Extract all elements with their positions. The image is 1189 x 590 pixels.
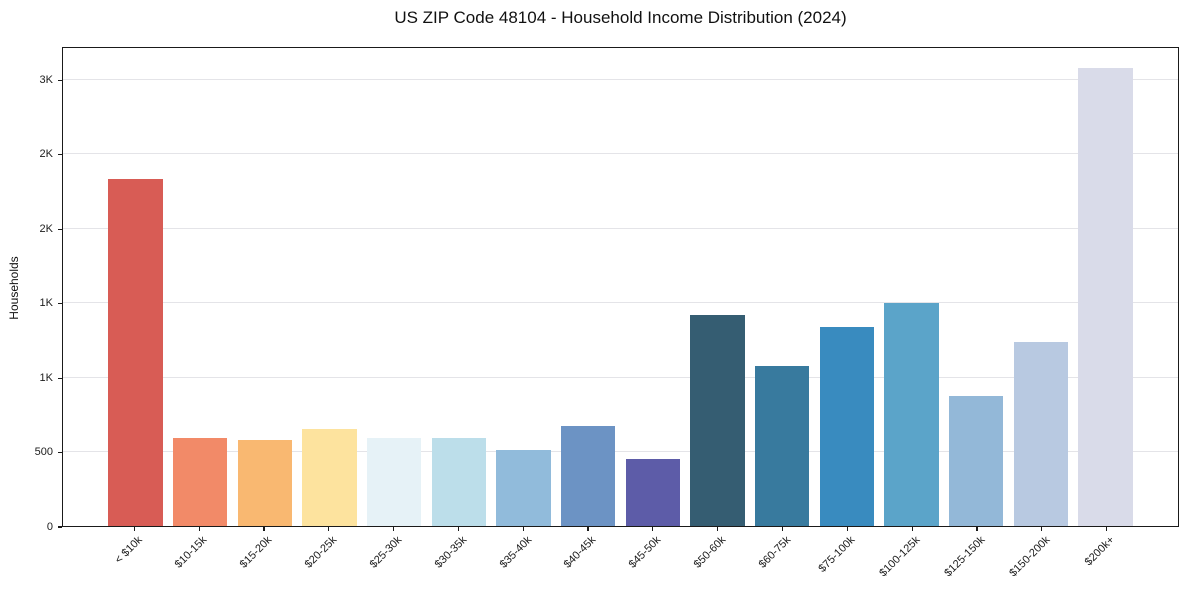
y-tick (58, 303, 62, 305)
x-tick (976, 527, 978, 531)
bar-slot (297, 48, 362, 526)
x-tick (328, 527, 330, 531)
x-tick-label: $45-50k (626, 534, 664, 571)
x-tick (717, 527, 719, 531)
bars-layer (63, 48, 1178, 526)
x-tick-label: $150-200k (1007, 534, 1053, 580)
bar (1078, 67, 1133, 526)
x-tick (911, 527, 913, 531)
bar (366, 438, 422, 526)
x-tick (522, 527, 524, 531)
x-tick (263, 527, 265, 531)
bar (884, 302, 939, 526)
bar (237, 440, 292, 526)
gridline (63, 451, 1178, 453)
gridline (63, 153, 1178, 155)
bar (172, 438, 228, 526)
y-tick-label: 2K (39, 148, 53, 161)
bar-slot (944, 48, 1009, 526)
y-tick-label: 500 (34, 446, 53, 459)
x-tick (781, 527, 784, 531)
x-tick-label: $20-25k (302, 534, 340, 571)
bar-slot (879, 48, 944, 526)
x-tick-label: $125-150k (942, 534, 988, 580)
x-tick-label: $60-75k (756, 534, 794, 571)
x-tick-label: $35-40k (497, 534, 534, 571)
y-tick (58, 154, 62, 156)
x-tick-label: $50-60k (691, 534, 729, 571)
y-tick (58, 451, 62, 454)
plot-area (62, 47, 1179, 527)
bar-slot (1009, 48, 1074, 526)
bar (819, 326, 875, 526)
bar (949, 395, 1004, 526)
y-tick-label: 3K (39, 73, 53, 86)
x-tick-label: $75-100k (816, 534, 858, 575)
bar (755, 366, 810, 526)
x-tick (846, 527, 848, 531)
bar-slot (1073, 48, 1138, 526)
bar-slot (556, 48, 621, 526)
bar-slot (685, 48, 750, 526)
bar (560, 425, 616, 526)
gridline (63, 227, 1178, 229)
bar-slot (621, 48, 686, 526)
x-tick (198, 527, 200, 531)
y-tick (58, 526, 62, 528)
bar-slot (168, 48, 233, 526)
bar-slot (232, 48, 297, 526)
y-tick-label: 2K (39, 222, 53, 235)
x-tick-label: $15-20k (237, 534, 275, 571)
bar-slot (362, 48, 427, 526)
bar-slot (103, 48, 168, 526)
gridline (63, 302, 1178, 304)
gridline (63, 79, 1178, 80)
x-tick-label: $200k+ (1082, 534, 1118, 569)
y-tick-label: 1K (39, 297, 53, 310)
y-axis-label: Households (7, 256, 21, 320)
y-tick (58, 377, 62, 379)
x-tick-label: $30-35k (432, 534, 469, 571)
x-tick-label: $40-45k (561, 534, 599, 571)
bar (496, 450, 551, 526)
x-tick-label: $100-125k (877, 534, 923, 580)
y-tick (58, 79, 62, 82)
x-tick-label: < $10k (112, 534, 145, 567)
bar (625, 459, 680, 526)
bar (302, 429, 357, 526)
bar (108, 179, 163, 526)
bar-slot (491, 48, 556, 526)
y-tick-label: 1K (39, 371, 53, 384)
x-tick-label: $25-30k (367, 534, 405, 571)
bar (431, 438, 486, 526)
bar (1013, 342, 1069, 526)
x-axis: < $10k $10-15k $15-20k $20-25k $25-30k $30-35… (62, 527, 1179, 590)
x-tick-label: $10-15k (173, 534, 210, 571)
gridline (63, 376, 1178, 378)
x-tick (1105, 527, 1108, 531)
x-tick (587, 527, 589, 531)
bar (690, 314, 745, 526)
x-tick (133, 527, 135, 531)
chart-title: US ZIP Code 48104 - Household Income Dis… (394, 8, 847, 27)
bar-slot (750, 48, 815, 526)
x-tick (652, 527, 654, 531)
x-tick (393, 527, 395, 531)
y-tick (58, 228, 62, 230)
x-tick (1041, 527, 1043, 531)
bar-slot (426, 48, 491, 526)
bar-slot (815, 48, 880, 526)
x-tick (457, 527, 460, 531)
y-tick-label: 0 (46, 520, 53, 533)
